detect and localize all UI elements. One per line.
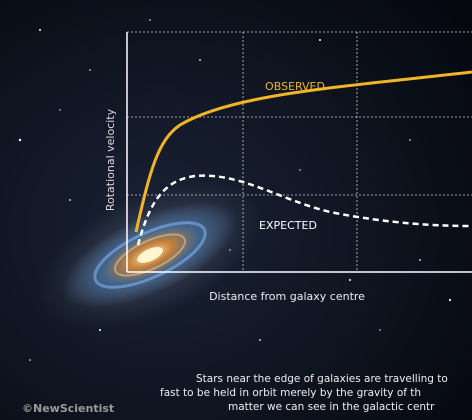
y-axis-label: Rotational velocity (104, 108, 117, 211)
caption-line: fast to be held in orbit merely by the g… (160, 387, 421, 399)
credit: ©NewScientist (22, 402, 114, 415)
axes (126, 32, 472, 273)
caption-line: Stars near the edge of galaxies are trav… (196, 373, 448, 385)
galaxy (38, 180, 262, 330)
stars (18, 19, 452, 361)
grid (127, 31, 472, 272)
observed-curve (134, 70, 472, 233)
observed-label: OBSERVED (265, 80, 325, 93)
expected-label: EXPECTED (259, 219, 317, 232)
x-axis-label: Distance from galaxy centre (209, 290, 365, 303)
caption-line: matter we can see in the galactic centr (228, 401, 435, 413)
